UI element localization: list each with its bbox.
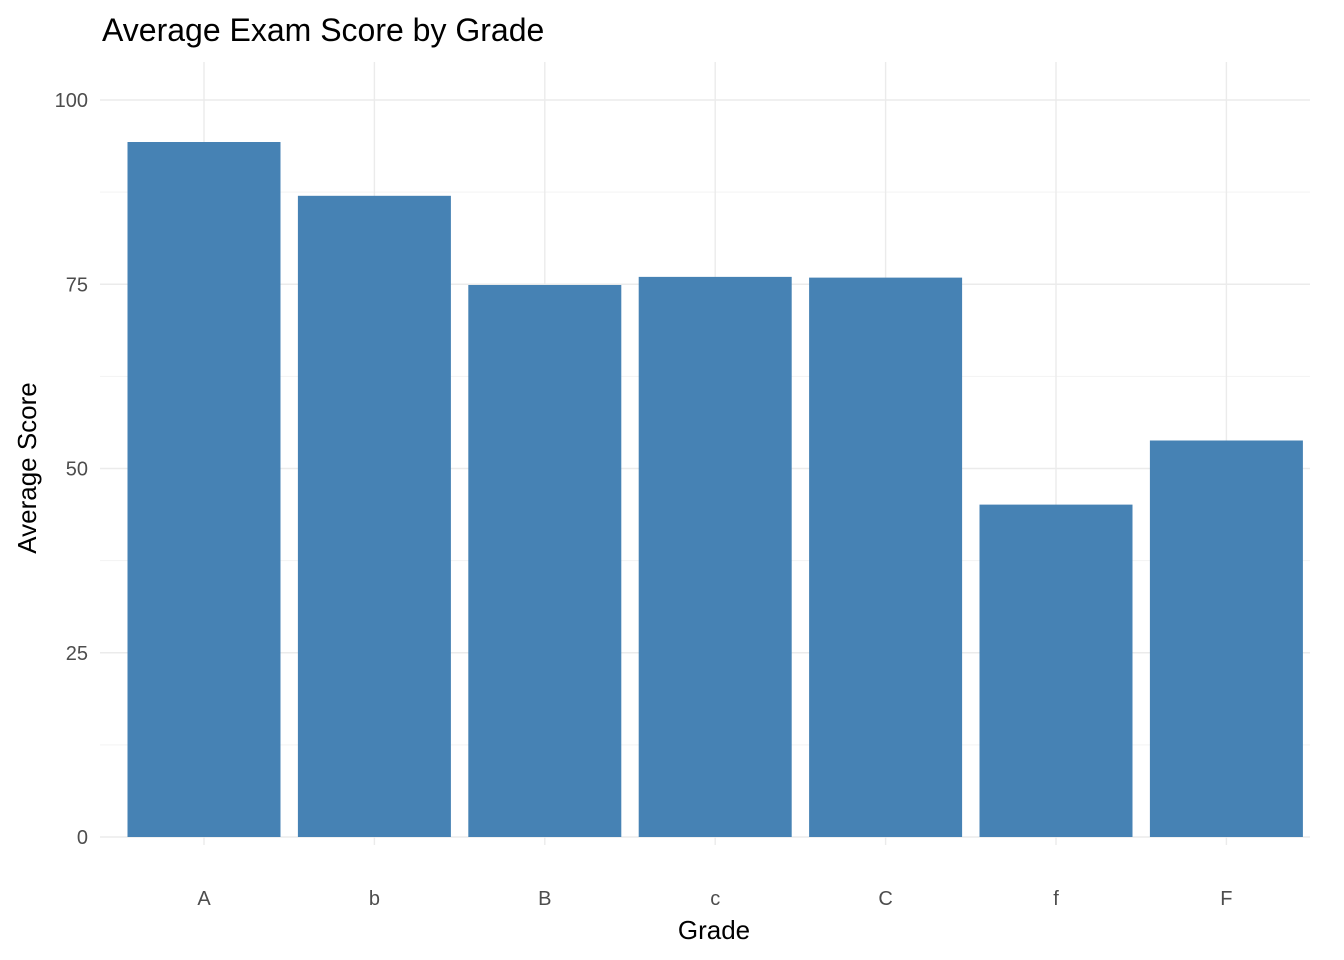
x-tick-label: f bbox=[1053, 888, 1059, 910]
y-axis-title: Average Score bbox=[12, 382, 42, 554]
bar-A bbox=[127, 142, 281, 837]
x-tick-label: c bbox=[710, 888, 720, 910]
y-axis-ticks: 0 25 50 75 100 bbox=[55, 90, 88, 849]
bar-b bbox=[297, 195, 451, 837]
x-tick-label: F bbox=[1220, 888, 1232, 910]
y-tick-label: 25 bbox=[66, 643, 88, 665]
bars bbox=[127, 142, 1303, 837]
x-tick-label: b bbox=[369, 888, 380, 910]
x-tick-label: C bbox=[878, 888, 892, 910]
bar-C bbox=[809, 277, 963, 837]
x-axis-title: Grade bbox=[678, 915, 750, 945]
y-tick-label: 50 bbox=[66, 459, 88, 481]
y-tick-label: 100 bbox=[55, 90, 88, 112]
y-tick-label: 75 bbox=[66, 274, 88, 296]
y-tick-label: 0 bbox=[77, 827, 88, 849]
x-tick-label: B bbox=[538, 888, 551, 910]
bar-c bbox=[638, 276, 792, 837]
chart-title: Average Exam Score by Grade bbox=[102, 12, 544, 48]
x-tick-label: A bbox=[197, 888, 211, 910]
bar-f bbox=[979, 504, 1133, 837]
bar-B bbox=[468, 284, 622, 837]
bar-F bbox=[1149, 440, 1303, 837]
